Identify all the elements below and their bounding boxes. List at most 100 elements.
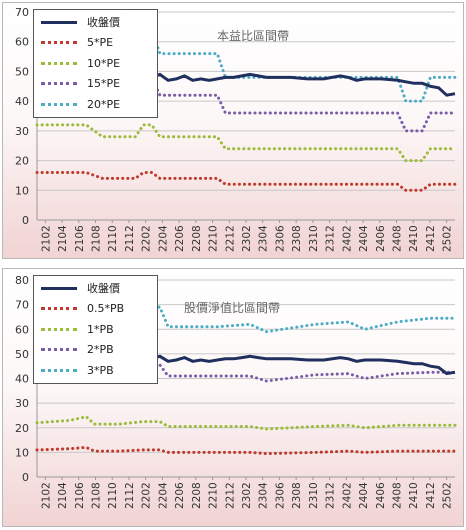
legend-item: 20*PE — [34, 94, 157, 115]
x-tick-label: 2202 — [141, 482, 153, 509]
x-tick-label: 2210 — [208, 482, 220, 509]
legend-item: 5*PE — [34, 33, 157, 54]
series-line-3 — [35, 75, 457, 133]
legend-label: 10*PE — [87, 56, 121, 70]
legend-item: 15*PE — [34, 74, 157, 95]
x-tick-label: 2412 — [425, 225, 437, 252]
x-tick-label: 2110 — [107, 225, 119, 252]
pb-chart-legend: 收盤價 0.5*PB 1*PB 2*PB 3*PB — [33, 275, 158, 384]
y-tick-label: 40 — [15, 95, 29, 108]
x-tick-label: 2408 — [391, 482, 403, 509]
legend-swatch — [41, 102, 77, 106]
x-tick-label: 2106 — [74, 482, 86, 509]
legend-item: 0.5*PB — [34, 299, 157, 320]
x-tick-label: 2202 — [141, 225, 153, 252]
x-tick-label: 2304 — [258, 482, 270, 509]
y-tick-label: 10 — [15, 184, 29, 197]
y-tick-label: 70 — [15, 6, 29, 19]
legend-item: 10*PE — [34, 53, 157, 74]
x-tick-label: 2102 — [40, 225, 52, 252]
pb-chart-title: 股價淨值比區間帶 — [184, 301, 281, 315]
legend-item: 1*PB — [34, 319, 157, 340]
legend-swatch — [41, 286, 77, 290]
y-tick-label: 50 — [15, 65, 29, 78]
x-tick-label: 2312 — [325, 225, 337, 252]
series-line-1 — [35, 171, 457, 192]
series-line-2 — [35, 123, 457, 163]
x-tick-label: 2208 — [191, 225, 203, 252]
legend-label: 收盤價 — [87, 16, 120, 30]
x-tick-label: 2408 — [391, 225, 403, 252]
y-tick-label: 0 — [22, 471, 29, 484]
x-tick-label: 2104 — [57, 482, 69, 509]
series-line-1 — [35, 445, 457, 456]
x-tick-label: 2412 — [425, 482, 437, 509]
x-tick-label: 2210 — [208, 225, 220, 252]
x-tick-label: 2108 — [91, 482, 103, 509]
y-tick-label: 60 — [15, 36, 29, 49]
y-tick-label: 30 — [15, 125, 29, 138]
x-tick-label: 2502 — [442, 225, 454, 252]
x-tick-label: 2404 — [358, 482, 370, 509]
legend-swatch — [41, 82, 77, 86]
y-tick-label: 70 — [15, 299, 29, 312]
legend-label: 1*PB — [87, 322, 114, 336]
legend-item: 收盤價 — [34, 12, 157, 33]
legend-swatch — [41, 307, 77, 311]
legend-label: 0.5*PB — [87, 302, 125, 316]
x-tick-label: 2108 — [91, 225, 103, 252]
x-tick-label: 2308 — [291, 482, 303, 509]
x-tick-label: 2212 — [224, 482, 236, 509]
x-tick-label: 2110 — [107, 482, 119, 509]
x-tick-label: 2302 — [241, 225, 253, 252]
series-line-4 — [35, 28, 457, 103]
y-tick-label: 10 — [15, 446, 29, 459]
legend-item: 收盤價 — [34, 278, 157, 299]
x-tick-label: 2104 — [57, 225, 69, 252]
series-line-2 — [35, 415, 457, 431]
pe-chart-title: 本益比區間帶 — [217, 29, 290, 43]
legend-label: 3*PB — [87, 363, 114, 377]
legend-label: 2*PB — [87, 343, 114, 357]
legend-swatch — [41, 61, 77, 65]
x-tick-label: 2310 — [308, 225, 320, 252]
x-tick-label: 2406 — [375, 225, 387, 252]
legend-swatch — [41, 20, 77, 24]
x-tick-label: 2204 — [157, 482, 169, 509]
x-tick-label: 2502 — [442, 482, 454, 509]
y-tick-label: 30 — [15, 397, 29, 410]
legend-swatch — [41, 348, 77, 352]
x-tick-label: 2410 — [408, 482, 420, 509]
y-tick-label: 60 — [15, 323, 29, 336]
x-tick-label: 2206 — [174, 482, 186, 509]
legend-label: 收盤價 — [87, 282, 120, 296]
x-tick-label: 2308 — [291, 225, 303, 252]
x-tick-label: 2402 — [341, 482, 353, 509]
x-tick-label: 2306 — [274, 225, 286, 252]
series-line-4 — [35, 300, 457, 334]
x-tick-label: 2402 — [341, 225, 353, 252]
x-tick-label: 2410 — [408, 225, 420, 252]
x-tick-label: 2310 — [308, 482, 320, 509]
x-tick-label: 2304 — [258, 225, 270, 252]
x-tick-label: 2306 — [274, 482, 286, 509]
legend-item: 3*PB — [34, 360, 157, 381]
legend-swatch — [41, 41, 77, 45]
x-tick-label: 2208 — [191, 482, 203, 509]
legend-label: 15*PE — [87, 77, 121, 91]
x-tick-label: 2206 — [174, 225, 186, 252]
pb-band-chart-panel: 0 10 20 30 40 50 60 70 80 2102 2104 2106 2108 2110 211… — [2, 268, 464, 527]
pe-chart-legend: 收盤價 5*PE 10*PE 15*PE 20*PE — [33, 9, 158, 118]
x-tick-label: 2112 — [124, 225, 136, 252]
x-tick-label: 2112 — [124, 482, 136, 509]
pe-band-chart-panel: 0 10 20 30 40 50 60 70 2102 2104 2106 2108 2110 2112 2… — [2, 2, 464, 259]
legend-label: 5*PE — [87, 36, 114, 50]
y-tick-label: 80 — [15, 274, 29, 287]
x-tick-label: 2204 — [157, 225, 169, 252]
x-tick-label: 2406 — [375, 482, 387, 509]
pb-band-chart: 0 10 20 30 40 50 60 70 80 2102 2104 2106 2108 2110 211… — [15, 274, 457, 509]
x-tick-label: 2312 — [325, 482, 337, 509]
x-tick-label: 2212 — [224, 225, 236, 252]
x-tick-label: 2404 — [358, 225, 370, 252]
y-tick-label: 0 — [22, 214, 29, 227]
